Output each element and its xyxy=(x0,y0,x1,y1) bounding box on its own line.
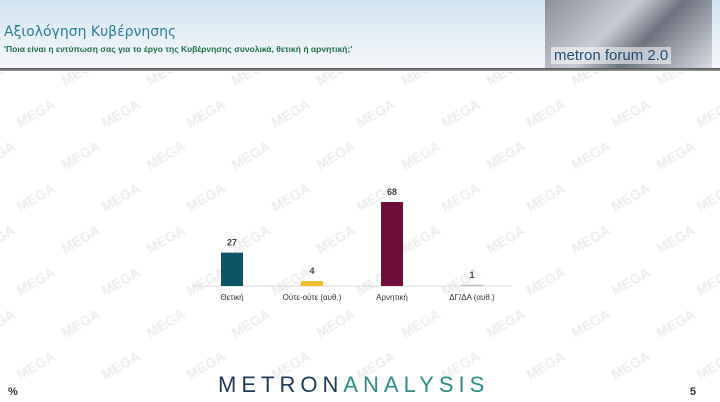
logo-part-metron: METRON xyxy=(218,372,344,397)
data-label: 1 xyxy=(469,270,474,280)
logo-part-analysis: ANALYSIS xyxy=(343,372,490,397)
category-label: Ούτε-ούτε (αυθ.) xyxy=(283,293,342,302)
data-label: 27 xyxy=(227,238,237,248)
unit-label: % xyxy=(8,386,18,398)
data-label: 68 xyxy=(387,187,397,197)
bar xyxy=(221,252,243,286)
page-subtitle: 'Ποια είναι η εντύπωση σας για το έργο τ… xyxy=(4,44,353,54)
header-divider xyxy=(0,68,720,71)
category-label: Θετική xyxy=(220,293,243,302)
page-number: 5 xyxy=(689,386,696,398)
metron-forum-logo: metron forum 2.0 xyxy=(545,0,712,68)
page-title: Αξιολόγηση Κυβέρνησης xyxy=(4,24,177,40)
bar xyxy=(301,281,323,286)
metron-forum-label: metron forum 2.0 xyxy=(551,47,672,64)
category-label: ΔΓ/ΔΑ (αυθ.) xyxy=(449,293,495,302)
data-label: 4 xyxy=(309,266,314,276)
bar xyxy=(381,202,403,286)
metron-analysis-logo: METRONANALYSIS xyxy=(218,372,489,398)
bar xyxy=(461,284,483,286)
category-label: Αρνητική xyxy=(376,293,408,302)
